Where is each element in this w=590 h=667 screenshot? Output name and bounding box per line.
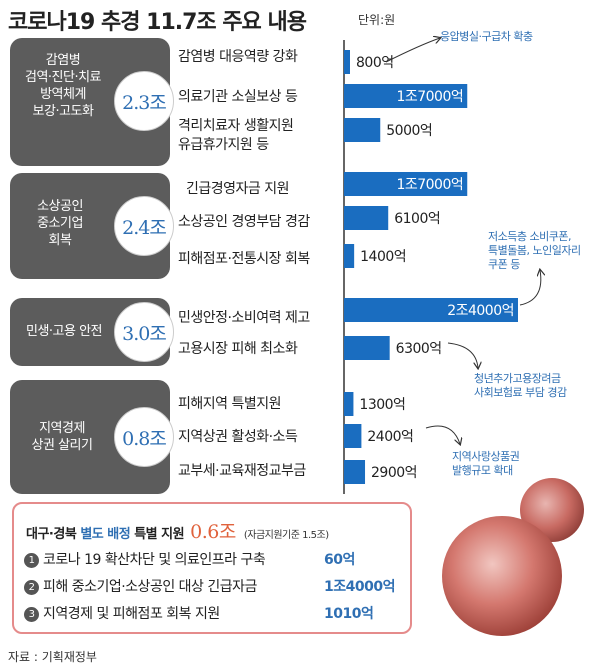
bar-2 <box>344 84 468 108</box>
special-item-number: 2 <box>24 580 39 595</box>
item-label: 교부세·교육재정교부금 <box>178 463 306 479</box>
special-item: 2 피해 중소기업·소상공인 대상 긴급자금 <box>24 576 257 596</box>
bar-9 <box>344 392 354 416</box>
bar-3 <box>344 118 381 142</box>
bar-7 <box>344 298 518 322</box>
note-arrow <box>447 342 478 368</box>
special-item-amount: 60억 <box>324 552 355 568</box>
item-label: 소상공인 경영부담 경감 <box>178 214 310 230</box>
bar-value-label: 6300억 <box>396 341 442 357</box>
note-arrow <box>425 425 460 444</box>
category-total: 2.3조 <box>114 71 174 131</box>
bar-value-label: 1400억 <box>360 249 406 265</box>
bar-11 <box>344 460 366 484</box>
bar-value-label: 6100억 <box>394 211 440 227</box>
note-text: 지역사랑상품권 발행규모 확대 <box>452 450 520 477</box>
bar-8 <box>344 336 390 360</box>
special-prefix: 대구·경북 <box>26 527 81 542</box>
special-item-label: 코로나 19 확산차단 및 의료인프라 구축 <box>43 552 266 568</box>
note-text: 청년추가고용장려금 사회보험료 부담 경감 <box>474 372 567 399</box>
category-total: 0.8조 <box>114 407 174 467</box>
bar-value-label: 800억 <box>356 55 394 71</box>
special-item-label: 지역경제 및 피해점포 회복 지원 <box>43 606 220 622</box>
special-item: 3 지역경제 및 피해점포 회복 지원 <box>24 603 220 623</box>
item-label: 피해지역 특별지원 <box>178 396 282 412</box>
category-box-3: 민생·고용 안전 3.0조 <box>10 298 174 366</box>
bar-1 <box>344 50 350 74</box>
special-support-box: 대구·경북 별도 배정 특별 지원 0.6조 (자금지원기준 1.5조) 1 코로… <box>12 502 412 634</box>
category-name: 감염병 검역·진단·치료 방역체계 보강·고도화 <box>24 53 102 119</box>
special-highlight: 별도 배정 <box>80 527 131 542</box>
item-label: 피해점포·전통시장 회복 <box>178 251 310 267</box>
item-label: 고용시장 피해 최소화 <box>178 341 298 357</box>
item-label: 의료기관 소실보상 등 <box>178 89 298 105</box>
chart-title: 코로나19 추경 11.7조 주요 내용 <box>8 10 307 35</box>
bar-4 <box>344 172 468 196</box>
source-label: 자료 : 기획재정부 <box>8 650 97 664</box>
special-amount: 0.6조 <box>190 521 236 543</box>
category-box-4: 지역경제 상권 살리기 0.8조 <box>10 380 174 494</box>
bar-value-label: 1조7000억 <box>396 89 463 105</box>
bar-5 <box>344 206 389 230</box>
item-label: 긴급경영자금 지원 <box>186 181 290 197</box>
bar-value-label: 2900억 <box>371 465 417 481</box>
category-box-2: 소상공인 중소기업 회복 2.4조 <box>10 173 174 279</box>
special-item-amount: 1조4000억 <box>324 579 395 595</box>
bar-value-label: 1조7000억 <box>396 177 463 193</box>
bar-value-label: 1300억 <box>359 397 405 413</box>
item-label: 지역상권 활성화·소득 <box>178 429 298 445</box>
special-item-number: 3 <box>24 607 39 622</box>
category-box-1: 감염병 검역·진단·치료 방역체계 보강·고도화 2.3조 <box>10 38 174 166</box>
bar-value-label: 2400억 <box>367 429 413 445</box>
bar-value-label: 5000억 <box>386 123 432 139</box>
category-name: 민생·고용 안전 <box>25 324 103 339</box>
category-name: 지역경제 상권 살리기 <box>31 421 93 453</box>
note-text: 저소득층 소비쿠폰, 특별돌봄, 노인일자리 쿠폰 등 <box>488 230 581 271</box>
virus-illustration-icon <box>442 516 562 636</box>
item-label: 감염병 대응역량 강화 <box>178 49 298 65</box>
category-total: 3.0조 <box>114 302 174 362</box>
category-name: 소상공인 중소기업 회복 <box>37 199 83 248</box>
note-arrow <box>385 38 440 63</box>
category-total: 2.4조 <box>114 196 174 256</box>
note-text: 응압병실·구급차 확충 <box>440 30 533 43</box>
unit-label: 단위:원 <box>358 13 396 27</box>
note-arrow <box>519 270 541 306</box>
special-basis: (자금지원기준 1.5조) <box>243 530 329 541</box>
bar-6 <box>344 244 355 268</box>
special-title: 대구·경북 별도 배정 특별 지원 0.6조 (자금지원기준 1.5조) <box>26 517 329 544</box>
special-item-amount: 1010억 <box>324 606 374 622</box>
bar-value-label: 2조4000억 <box>447 303 514 319</box>
bar-10 <box>344 424 362 448</box>
item-label: 민생안정·소비여력 제고 <box>178 310 310 326</box>
special-item: 1 코로나 19 확산차단 및 의료인프라 구축 <box>24 549 266 569</box>
special-item-label: 피해 중소기업·소상공인 대상 긴급자금 <box>43 579 257 595</box>
item-label: 격리치료자 생활지원 유급휴가지원 등 <box>178 118 294 153</box>
special-item-number: 1 <box>24 553 39 568</box>
special-suffix: 특별 지원 <box>130 527 185 542</box>
